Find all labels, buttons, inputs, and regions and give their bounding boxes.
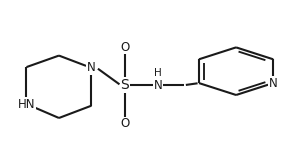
Text: H: H [154, 68, 162, 78]
Text: N: N [269, 77, 277, 90]
Text: HN: HN [18, 98, 35, 111]
Text: S: S [120, 78, 129, 92]
Text: O: O [120, 117, 129, 130]
Text: N: N [153, 79, 162, 92]
Text: N: N [87, 61, 96, 74]
Text: O: O [120, 41, 129, 54]
